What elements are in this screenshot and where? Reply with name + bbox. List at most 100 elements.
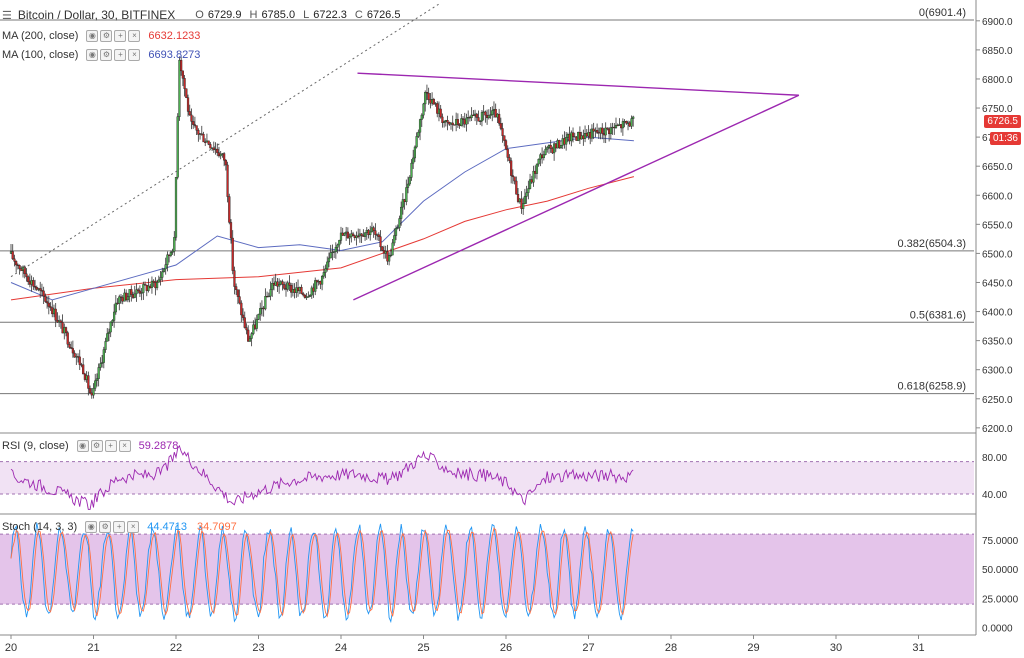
candle-body: [379, 236, 382, 248]
add-icon[interactable]: +: [114, 49, 127, 61]
price-tick-label: 6600.0: [982, 191, 1013, 202]
candle-body: [224, 160, 227, 166]
close-icon[interactable]: ×: [128, 49, 141, 61]
candle-body: [451, 122, 454, 125]
price-tick-label: 6550.0: [982, 220, 1013, 231]
candle-body: [236, 289, 239, 297]
add-icon[interactable]: +: [113, 521, 126, 533]
candle-body: [522, 203, 525, 209]
stoch-label: Stoch (14, 3, 3): [2, 521, 78, 533]
candle-body: [219, 153, 222, 157]
candle-body: [510, 160, 513, 176]
candle-body: [401, 199, 404, 208]
stoch-d-line: [10, 527, 634, 618]
candle-body: [377, 234, 380, 237]
candle-body: [499, 123, 502, 129]
candle-body: [235, 286, 238, 290]
price-tick-label: 6850.0: [982, 46, 1013, 57]
candle-body: [532, 170, 535, 183]
ma100-legend: MA (100, close) ◉ ⚙ + × 6693.8273: [2, 49, 200, 61]
ohlc-high-value: 6785.0: [261, 9, 296, 21]
candle-body: [446, 120, 449, 123]
candle-body: [465, 117, 468, 125]
eye-icon[interactable]: ◉: [76, 440, 89, 452]
drawings[interactable]: [10, 2, 800, 301]
stoch-tick-label: 75.0000: [982, 536, 1019, 547]
candle-body: [97, 367, 100, 379]
stoch-controls[interactable]: ◉ ⚙ + ×: [85, 521, 140, 533]
candle-body: [288, 282, 291, 286]
settings-icon[interactable]: ⚙: [100, 30, 113, 42]
candle-body: [238, 296, 241, 304]
settings-icon[interactable]: ⚙: [90, 440, 103, 452]
candle-body: [314, 280, 317, 292]
settings-icon[interactable]: ⚙: [100, 49, 113, 61]
time-tick-label: 20: [5, 642, 17, 654]
candle-body: [415, 136, 418, 148]
candle-body: [601, 127, 604, 134]
ma200-controls[interactable]: ◉ ⚙ + ×: [86, 30, 141, 42]
candle-body: [157, 279, 160, 283]
candle-body: [460, 118, 463, 126]
candle-body: [381, 246, 384, 251]
candle-body: [169, 252, 172, 256]
candle-body: [155, 281, 159, 289]
last-price-badge: 6726.5: [984, 115, 1021, 128]
candle-body: [107, 331, 111, 334]
menu-icon[interactable]: ☰: [2, 9, 12, 22]
price-tick-label: 6200.0: [982, 424, 1013, 435]
candle-body: [231, 237, 234, 271]
candle-body: [216, 148, 219, 153]
candle-body: [185, 88, 188, 98]
grid: [0, 0, 977, 636]
candle-body: [178, 59, 181, 117]
candle-body: [143, 284, 147, 286]
price-tick-label: 6450.0: [982, 278, 1013, 289]
candle-body: [592, 128, 595, 132]
eye-icon[interactable]: ◉: [86, 49, 99, 61]
candle-body: [73, 352, 76, 358]
candle-body: [68, 344, 71, 348]
add-icon[interactable]: +: [104, 440, 117, 452]
close-icon[interactable]: ×: [128, 30, 141, 42]
candle-body: [259, 308, 262, 315]
candle-body: [64, 327, 68, 333]
candle-body: [360, 233, 363, 236]
candle-body: [477, 117, 480, 122]
stoch-k-line: [10, 522, 634, 624]
candle-body: [42, 290, 45, 297]
candle-body: [32, 280, 35, 287]
candle-body: [66, 332, 69, 345]
time-tick-label: 30: [830, 642, 842, 654]
close-icon[interactable]: ×: [127, 521, 140, 533]
candle-body: [181, 70, 184, 79]
candle-body: [59, 320, 62, 323]
candle-body: [126, 296, 129, 301]
eye-icon[interactable]: ◉: [85, 521, 98, 533]
ma100-label: MA (100, close): [2, 49, 79, 61]
ma100-controls[interactable]: ◉ ⚙ + ×: [86, 49, 141, 61]
rsi-controls[interactable]: ◉ ⚙ + ×: [76, 440, 131, 452]
time-tick-label: 26: [500, 642, 512, 654]
time-tick-label: 28: [665, 642, 677, 654]
candle-body: [630, 118, 633, 127]
eye-icon[interactable]: ◉: [86, 30, 99, 42]
fibonacci-levels: 0(6901.4) 0.382(6504.3) 0.5(6381.6) 0.618(6…: [0, 7, 974, 395]
candle-body: [549, 144, 552, 149]
add-icon[interactable]: +: [114, 30, 127, 42]
price-tick-label: 6650.0: [982, 162, 1013, 173]
candle-body: [327, 257, 331, 263]
candle-body: [606, 127, 609, 130]
candle-body: [133, 293, 136, 298]
close-icon[interactable]: ×: [118, 440, 131, 452]
candle-body: [82, 364, 85, 375]
fib-label: 0.618(6258.9): [898, 381, 967, 393]
settings-icon[interactable]: ⚙: [99, 521, 112, 533]
candle-body: [513, 176, 516, 182]
rsi-tick-label: 80.00: [982, 453, 1007, 464]
candle-body: [590, 128, 594, 139]
candle-body: [171, 251, 174, 253]
candle-body: [408, 177, 411, 185]
stoch-d-value: 34.7097: [196, 521, 237, 533]
